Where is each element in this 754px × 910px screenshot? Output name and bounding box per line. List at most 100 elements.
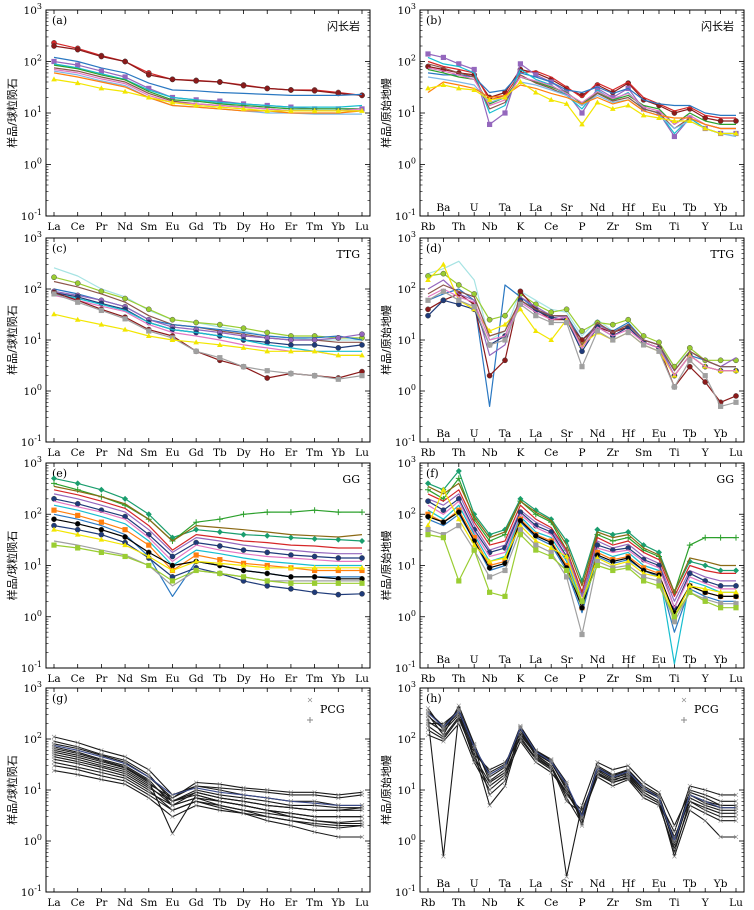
x-tick-label: Tb — [213, 221, 227, 233]
data-point — [640, 570, 647, 576]
data-point — [579, 604, 585, 611]
x-tick-label: Lu — [729, 447, 743, 459]
data-point — [717, 357, 724, 364]
x-tick-label: Dy — [236, 221, 250, 233]
x-tick-label: Ta — [499, 878, 511, 890]
data-point — [145, 94, 152, 100]
data-point — [641, 574, 647, 580]
data-point — [51, 76, 57, 82]
data-point — [312, 814, 317, 819]
data-point — [579, 815, 585, 821]
data-point — [75, 62, 81, 68]
data-point — [169, 578, 176, 584]
data-point — [217, 803, 223, 808]
data-point — [288, 107, 294, 113]
x-tick-label: La — [529, 428, 542, 440]
data-point — [671, 614, 677, 620]
x-tick-label: Ta — [499, 654, 511, 666]
data-point — [288, 818, 294, 823]
data-point — [193, 783, 199, 789]
data-point — [733, 601, 739, 607]
data-point — [216, 529, 223, 536]
data-point — [717, 593, 724, 600]
data-point — [640, 112, 647, 118]
data-point — [548, 765, 554, 771]
x-tick-label: Rb — [421, 447, 436, 459]
data-point — [264, 85, 271, 92]
data-point — [288, 337, 294, 343]
data-point — [217, 785, 223, 791]
data-point — [193, 339, 199, 345]
data-point — [610, 94, 616, 101]
x-tick-label: Ba — [436, 428, 450, 440]
data-point — [170, 814, 175, 819]
x-tick-label: Ba — [436, 878, 450, 890]
data-point — [51, 542, 57, 548]
data-point — [733, 589, 739, 595]
data-point — [98, 531, 105, 538]
x-tick-label: Zr — [607, 673, 620, 685]
x-tick-label: Tb — [683, 654, 697, 666]
data-point — [579, 364, 585, 370]
data-point — [75, 748, 80, 753]
x-tick-label: Tb — [213, 897, 227, 909]
y-tick-label: 10-1 — [395, 208, 416, 223]
panel-label: (b) — [426, 14, 442, 27]
x-tick-label: Nd — [117, 897, 133, 909]
data-point — [51, 760, 57, 765]
data-point — [609, 538, 616, 545]
data-point — [656, 114, 662, 120]
data-point — [288, 580, 294, 586]
data-point — [287, 534, 294, 541]
data-point — [336, 808, 341, 813]
x-tick-label: Lu — [355, 447, 369, 459]
data-point — [718, 799, 723, 804]
data-point — [359, 509, 365, 516]
data-point — [240, 82, 247, 89]
data-point — [487, 803, 492, 808]
data-point — [502, 337, 508, 343]
data-point — [610, 767, 616, 772]
panel-label: (f) — [426, 467, 439, 480]
y-tick-label: 10-1 — [395, 434, 416, 449]
data-point — [610, 105, 616, 111]
data-point — [625, 558, 631, 564]
data-point — [425, 277, 431, 283]
data-point — [733, 393, 739, 399]
x-tick-label: Er — [285, 897, 299, 909]
data-point — [311, 87, 318, 94]
data-point — [471, 66, 477, 73]
data-point — [75, 512, 81, 518]
series-line-6 — [53, 64, 362, 110]
data-point — [240, 344, 247, 350]
data-point — [264, 532, 271, 539]
series-line-14 — [53, 744, 362, 806]
data-point — [335, 107, 342, 113]
data-point — [440, 519, 447, 525]
data-point — [441, 854, 446, 859]
x-tick-label: Ti — [669, 673, 680, 685]
x-tick-label: Th — [452, 221, 466, 233]
data-point — [122, 781, 128, 787]
data-point — [733, 567, 739, 574]
data-point — [51, 746, 57, 751]
legend-label: PCG — [320, 703, 345, 716]
x-tick-label: Er — [285, 447, 299, 459]
series-line-8 — [427, 284, 736, 372]
data-point — [74, 521, 81, 527]
data-point — [533, 532, 539, 539]
data-point — [146, 85, 152, 92]
x-tick-label: P — [578, 673, 585, 685]
y-tick-label: 10-1 — [21, 208, 42, 223]
y-tick-label: 103 — [24, 2, 42, 17]
data-point — [335, 509, 342, 516]
x-tick-label: Ce — [544, 221, 558, 233]
data-point — [594, 562, 600, 569]
data-point — [146, 767, 151, 772]
y-tick-label: 103 — [398, 2, 416, 17]
data-point — [74, 316, 81, 322]
data-point — [456, 703, 462, 708]
data-point — [671, 619, 677, 625]
y-tick-label: 101 — [24, 558, 42, 573]
